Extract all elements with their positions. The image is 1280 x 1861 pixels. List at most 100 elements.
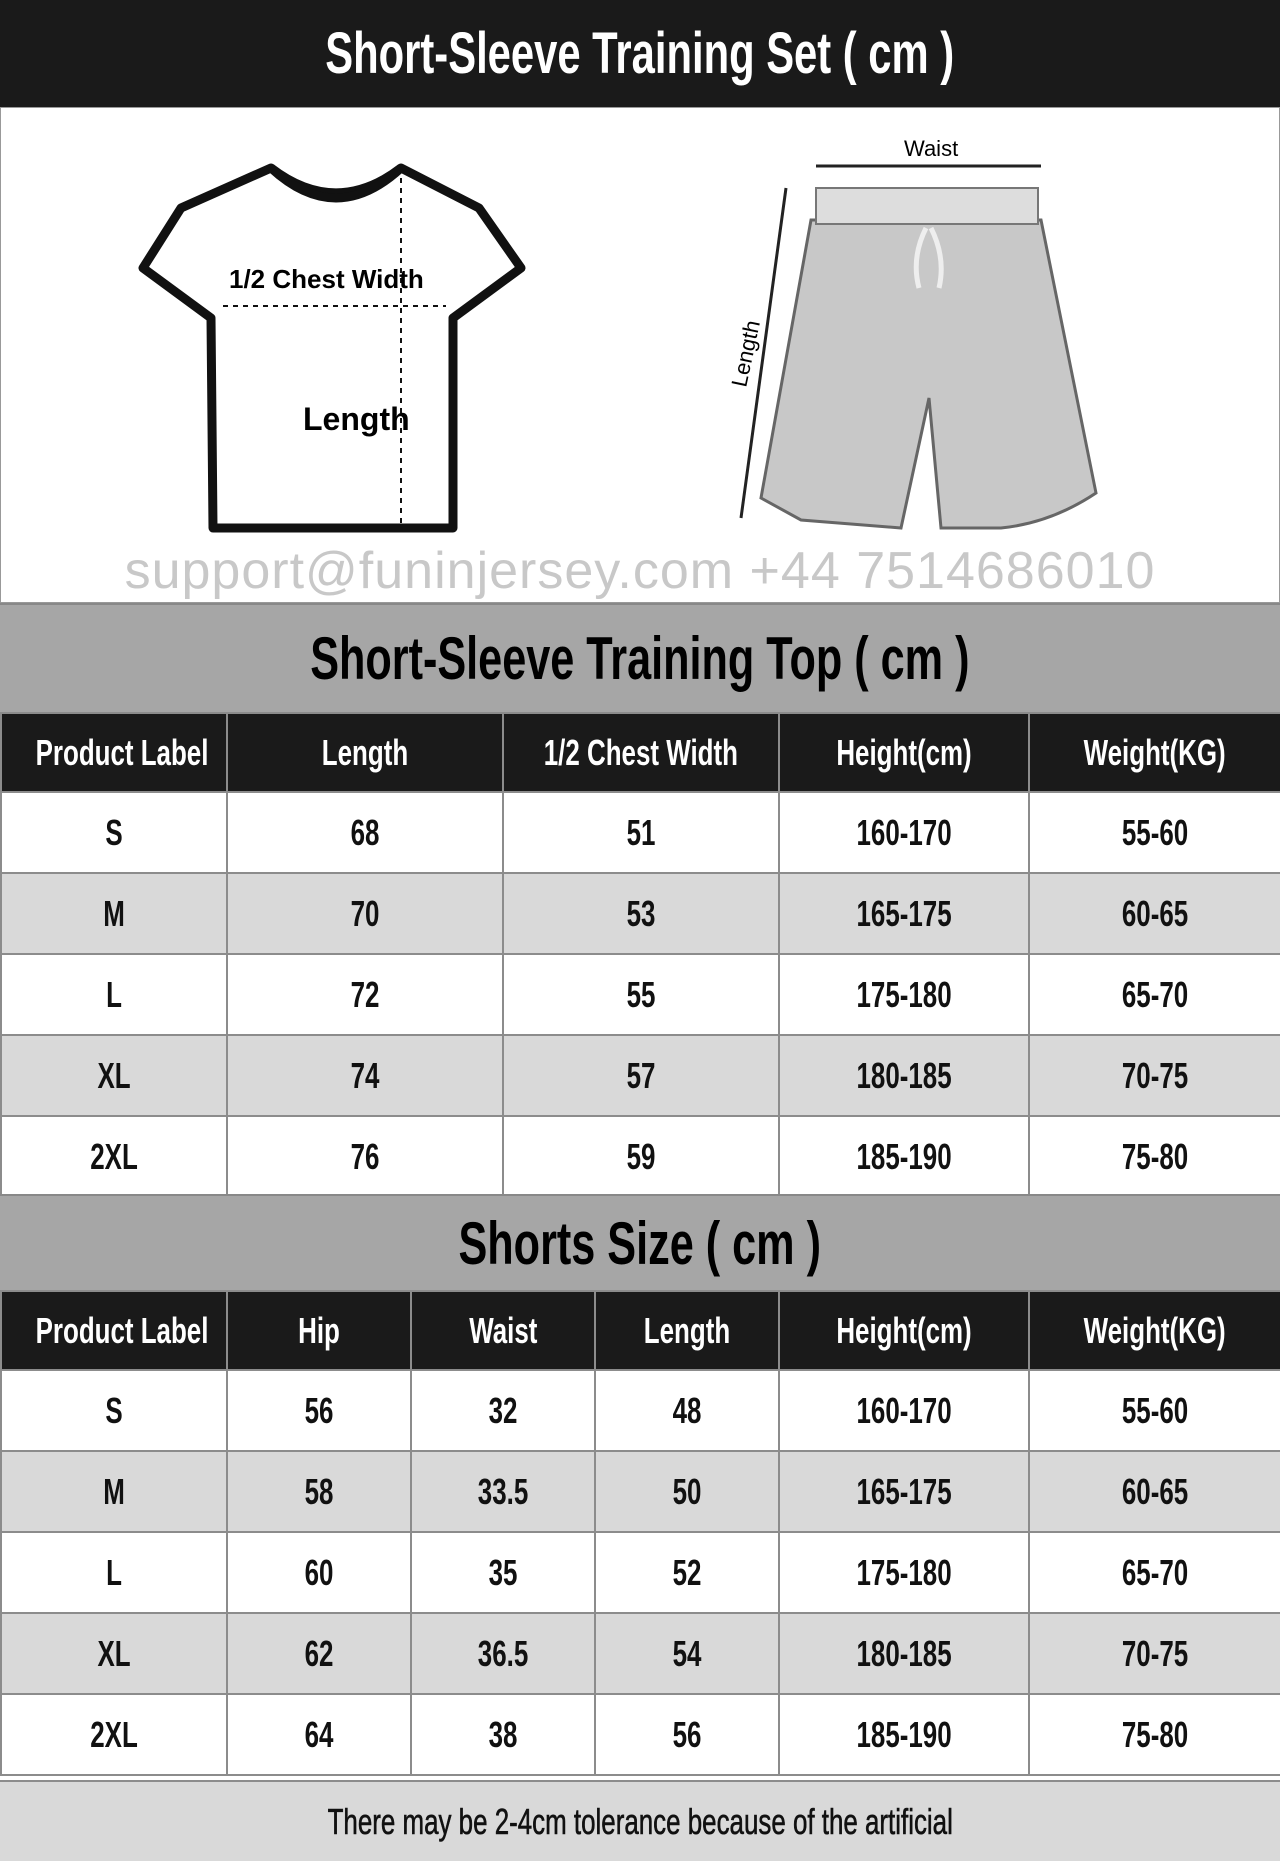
cell-text: 52 <box>672 1551 702 1593</box>
table-cell: M <box>0 1450 228 1533</box>
cell-text: 55-60 <box>1121 811 1189 853</box>
cell-text: 175-180 <box>856 1551 952 1593</box>
table-cell: 54 <box>594 1612 780 1695</box>
watermark: support@funinjersey.com +44 7514686010 <box>124 542 1156 600</box>
table-cell: 175-180 <box>778 953 1030 1036</box>
table-row: L 72 55 175-180 65-70 <box>0 953 1280 1036</box>
cell-text: 160-170 <box>856 811 952 853</box>
cell-text: 185-190 <box>856 1135 952 1177</box>
cell-text: 55-60 <box>1121 1389 1189 1431</box>
table-row: M 70 53 165-175 60-65 <box>0 872 1280 955</box>
col-header: Weight(KG) <box>1028 712 1280 793</box>
cell-text: 33.5 <box>477 1470 529 1512</box>
cell-text: 76 <box>350 1135 380 1177</box>
cell-text: 54 <box>672 1632 702 1674</box>
cell-text: 75-80 <box>1121 1713 1189 1755</box>
page-title: Short-Sleeve Training Set ( cm ) <box>0 0 1280 107</box>
table-cell: 32 <box>410 1369 596 1452</box>
cell-text: 160-170 <box>856 1389 952 1431</box>
table-cell: 55 <box>502 953 780 1036</box>
table-cell: 76 <box>226 1115 504 1198</box>
table-row: XL 62 36.5 54 180-185 70-75 <box>0 1612 1280 1695</box>
col-header: Product Label <box>0 712 228 793</box>
cell-text: 2XL <box>90 1713 138 1755</box>
cell-text: 185-190 <box>856 1713 952 1755</box>
col-header: Product Label <box>0 1290 228 1371</box>
table-cell: XL <box>0 1034 228 1117</box>
size-diagram: 1/2 Chest Width Length Waist Length <box>138 136 1098 533</box>
table-cell: 160-170 <box>778 1369 1030 1452</box>
table-cell: 165-175 <box>778 872 1030 955</box>
table-cell: 2XL <box>0 1115 228 1198</box>
table-cell: 70 <box>226 872 504 955</box>
col-header: Length <box>594 1290 780 1371</box>
col-header: Weight(KG) <box>1028 1290 1280 1371</box>
cell-text: 60-65 <box>1121 1470 1189 1512</box>
cell-text: 2XL <box>90 1135 138 1177</box>
table-cell: 160-170 <box>778 791 1030 874</box>
table-cell: 65-70 <box>1028 953 1280 1036</box>
table-cell: 38 <box>410 1693 596 1776</box>
cell-text: 60 <box>304 1551 334 1593</box>
table-cell: 59 <box>502 1115 780 1198</box>
cell-text: 70 <box>350 892 380 934</box>
table-cell: 52 <box>594 1531 780 1614</box>
col-header: Hip <box>226 1290 412 1371</box>
cell-text: 32 <box>488 1389 518 1431</box>
shorts-section-title: Shorts Size ( cm ) <box>0 1194 1280 1290</box>
table-cell: 57 <box>502 1034 780 1117</box>
table-cell: 64 <box>226 1693 412 1776</box>
col-header: Length <box>226 712 504 793</box>
table-cell: 56 <box>594 1693 780 1776</box>
cell-text: 35 <box>488 1551 518 1593</box>
table-cell: M <box>0 872 228 955</box>
table-cell: 33.5 <box>410 1450 596 1533</box>
col-header: 1/2 Chest Width <box>502 712 780 793</box>
table-cell: S <box>0 1369 228 1452</box>
table-row: XL 74 57 180-185 70-75 <box>0 1034 1280 1117</box>
table-cell: 180-185 <box>778 1034 1030 1117</box>
table-cell: 48 <box>594 1369 780 1452</box>
cell-text: 165-175 <box>856 892 952 934</box>
cell-text: 180-185 <box>856 1632 952 1674</box>
cell-text: XL <box>97 1054 131 1096</box>
cell-text: 53 <box>626 892 656 934</box>
cell-text: S <box>105 811 123 853</box>
cell-text: 56 <box>672 1713 702 1755</box>
cell-text: 70-75 <box>1121 1054 1189 1096</box>
table-cell: 60-65 <box>1028 872 1280 955</box>
header-row: Product Label Length 1/2 Chest Width Height… <box>0 712 1280 793</box>
table-cell: 35 <box>410 1531 596 1614</box>
cell-text: 51 <box>626 811 656 853</box>
table-cell: 2XL <box>0 1693 228 1776</box>
col-header: Waist <box>410 1290 596 1371</box>
cell-text: 56 <box>304 1389 334 1431</box>
table-row: L 60 35 52 175-180 65-70 <box>0 1531 1280 1614</box>
cell-text: XL <box>97 1632 131 1674</box>
table-row: S 68 51 160-170 55-60 <box>0 791 1280 874</box>
table-cell: 55-60 <box>1028 1369 1280 1452</box>
tolerance-note: There may be 2-4cm tolerance because of … <box>0 1780 1280 1861</box>
cell-text: M <box>103 1470 125 1512</box>
table-cell: 75-80 <box>1028 1693 1280 1776</box>
table-cell: 70-75 <box>1028 1612 1280 1695</box>
table-cell: 65-70 <box>1028 1531 1280 1614</box>
cell-text: 65-70 <box>1121 973 1189 1015</box>
cell-text: 68 <box>350 811 380 853</box>
cell-text: 48 <box>672 1389 702 1431</box>
table-cell: L <box>0 953 228 1036</box>
shirt-length-label: Length <box>303 401 410 437</box>
table-cell: 53 <box>502 872 780 955</box>
table-cell: 58 <box>226 1450 412 1533</box>
cell-text: 62 <box>304 1632 334 1674</box>
table-cell: 72 <box>226 953 504 1036</box>
cell-text: 65-70 <box>1121 1551 1189 1593</box>
tshirt-icon <box>138 163 526 533</box>
cell-text: 64 <box>304 1713 334 1755</box>
cell-text: 72 <box>350 973 380 1015</box>
col-header: Height(cm) <box>778 712 1030 793</box>
cell-text: 57 <box>626 1054 656 1096</box>
cell-text: 36.5 <box>477 1632 529 1674</box>
table-cell: 75-80 <box>1028 1115 1280 1198</box>
top-size-table: Product Label Length 1/2 Chest Width Height… <box>0 712 1280 1198</box>
